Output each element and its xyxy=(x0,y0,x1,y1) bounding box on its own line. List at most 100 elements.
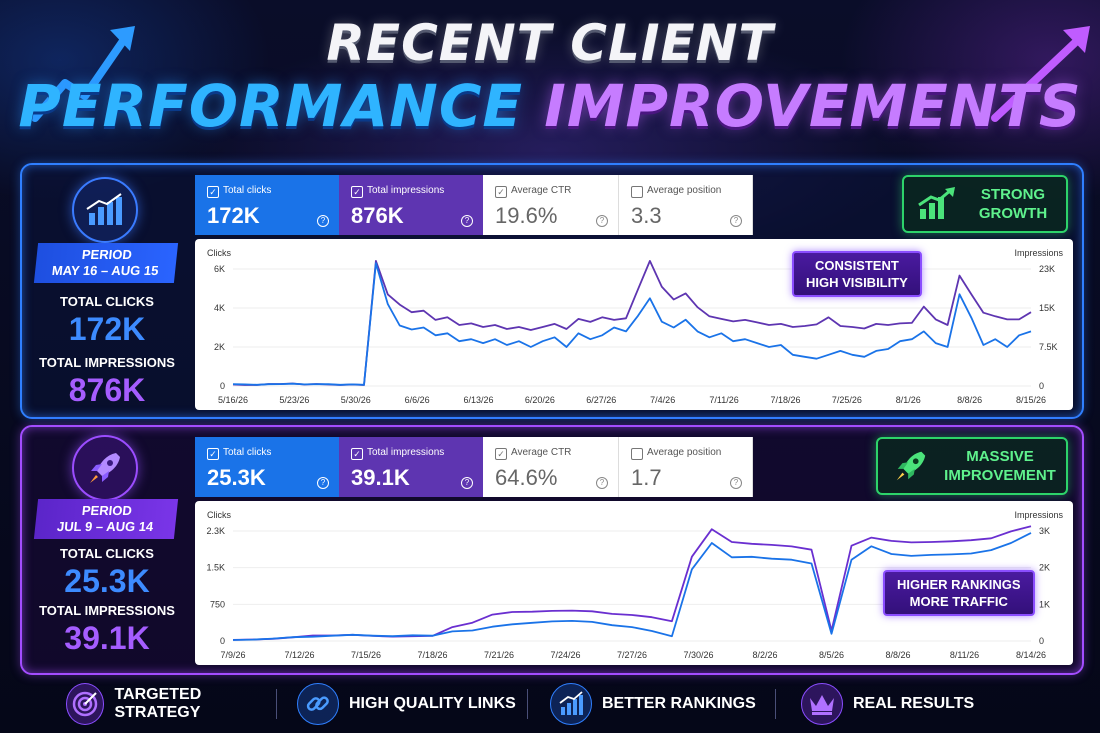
tab-average-position[interactable]: Average position 3.3 ? xyxy=(619,175,753,235)
tab-value: 172K xyxy=(207,203,260,228)
x-tick-label: 6/13/26 xyxy=(464,395,494,405)
tab-average-ctr[interactable]: ✓ Average CTR 19.6% ? xyxy=(483,175,619,235)
x-tick-label: 8/8/26 xyxy=(885,650,910,660)
x-tick-label: 7/18/26 xyxy=(417,650,447,660)
series-line-total-clicks xyxy=(232,532,1032,641)
y-right-tick: 0 xyxy=(1039,636,1044,646)
chart-panel-2: Clicks Impressions 0 0 750 1K 1.5K 2K 2.3K 3K 7/9/… xyxy=(195,501,1073,665)
period-box: PERIOD JUL 9 – AUG 14 xyxy=(33,499,179,539)
callout-line-1: HIGHER RANKINGS xyxy=(897,577,1021,592)
feature-label: BETTER RANKINGS xyxy=(602,695,756,712)
x-tick-label: 7/25/26 xyxy=(832,395,862,405)
tab-label: Average position xyxy=(647,185,722,196)
tab-total-impressions[interactable]: ✓ Total impressions 39.1K ? xyxy=(339,437,483,497)
rocket-icon xyxy=(72,435,138,501)
tab-total-impressions[interactable]: ✓ Total impressions 876K ? xyxy=(339,175,483,235)
y-left-tick: 1.5K xyxy=(206,563,225,573)
divider xyxy=(276,689,277,719)
tab-value: 19.6% xyxy=(495,203,558,228)
badge-text: STRONG GROWTH xyxy=(960,185,1066,223)
title-line-1: RECENT CLIENT xyxy=(326,14,774,72)
tab-average-ctr[interactable]: ✓ Average CTR 64.6% ? xyxy=(483,437,619,497)
x-tick-label: 5/16/26 xyxy=(218,395,248,405)
x-tick-label: 7/12/26 xyxy=(284,650,314,660)
checkbox-unchecked-icon xyxy=(631,448,643,460)
rankings-chart-icon xyxy=(550,683,592,725)
checkbox-checked-icon: ✓ xyxy=(351,448,363,460)
left-axis-title: Clicks xyxy=(207,510,231,520)
y-left-tick: 0 xyxy=(220,381,225,391)
growth-chart-icon xyxy=(914,181,960,227)
x-tick-label: 5/23/26 xyxy=(279,395,309,405)
tab-label: Average position xyxy=(647,447,722,458)
y-right-tick: 15K xyxy=(1039,303,1055,313)
callout-consistent-visibility: CONSISTENT HIGH VISIBILITY xyxy=(792,251,922,297)
tab-label: Total clicks xyxy=(223,185,272,196)
metric-tabs: ✓ Total clicks 25.3K ? ✓ Total impressio… xyxy=(195,437,753,497)
x-tick-label: 6/27/26 xyxy=(586,395,616,405)
help-icon[interactable]: ? xyxy=(317,215,329,227)
badge-text: MASSIVE IMPROVEMENT xyxy=(934,447,1066,485)
help-icon[interactable]: ? xyxy=(461,215,473,227)
y-right-tick: 3K xyxy=(1039,526,1050,536)
y-left-tick: 750 xyxy=(210,599,225,609)
tab-average-position[interactable]: Average position 1.7 ? xyxy=(619,437,753,497)
total-clicks-label: TOTAL CLICKS xyxy=(60,294,154,309)
y-left-tick: 2.3K xyxy=(206,526,225,536)
tab-label: Average CTR xyxy=(511,185,572,196)
y-right-tick: 0 xyxy=(1039,381,1044,391)
total-impressions-value: 39.1K xyxy=(64,620,150,656)
line-chart-1: Clicks Impressions 0 0 2K 7.5K 4K 15K 6K 23K 5/16/… xyxy=(207,248,1064,405)
x-tick-label: 7/30/26 xyxy=(683,650,713,660)
total-impressions-label: TOTAL IMPRESSIONS xyxy=(39,355,175,370)
total-clicks-value: 172K xyxy=(68,311,146,347)
rocket-icon xyxy=(888,443,934,489)
panel-2-summary: PERIOD JUL 9 – AUG 14 TOTAL CLICKS 25.3K… xyxy=(22,427,192,673)
total-impressions-value: 876K xyxy=(68,372,146,408)
footer-features: TARGETED STRATEGY HIGH QUALITY LINKS BET… xyxy=(0,680,1100,728)
feature-better-rankings: BETTER RANKINGS xyxy=(550,680,775,728)
panel-client-1: PERIOD MAY 16 – AUG 15 TOTAL CLICKS 172K… xyxy=(20,163,1084,419)
help-icon[interactable]: ? xyxy=(461,477,473,489)
tab-label: Total impressions xyxy=(367,185,445,196)
help-icon[interactable]: ? xyxy=(730,215,742,227)
checkbox-checked-icon: ✓ xyxy=(495,186,507,198)
tab-total-clicks[interactable]: ✓ Total clicks 172K ? xyxy=(195,175,339,235)
panel-1-summary: PERIOD MAY 16 – AUG 15 TOTAL CLICKS 172K… xyxy=(22,165,192,417)
tab-total-clicks[interactable]: ✓ Total clicks 25.3K ? xyxy=(195,437,339,497)
tab-value: 39.1K xyxy=(351,465,410,490)
tab-label: Total impressions xyxy=(367,447,445,458)
feature-high-quality-links: HIGH QUALITY LINKS xyxy=(297,680,527,728)
target-icon xyxy=(66,683,105,725)
x-tick-label: 7/15/26 xyxy=(351,650,381,660)
period-dates: MAY 16 – AUG 15 xyxy=(51,263,160,278)
y-right-tick: 23K xyxy=(1039,264,1055,274)
right-axis-title: Impressions xyxy=(1014,248,1063,258)
total-clicks-value: 25.3K xyxy=(64,563,150,599)
help-icon[interactable]: ? xyxy=(317,477,329,489)
y-right-tick: 2K xyxy=(1039,563,1050,573)
tab-value: 3.3 xyxy=(631,203,662,228)
strong-growth-badge: STRONG GROWTH xyxy=(902,175,1068,233)
help-icon[interactable]: ? xyxy=(730,477,742,489)
y-right-tick: 7.5K xyxy=(1039,342,1058,352)
total-clicks-label: TOTAL CLICKS xyxy=(60,546,154,561)
y-left-tick: 0 xyxy=(220,636,225,646)
x-tick-label: 8/5/26 xyxy=(819,650,844,660)
x-tick-label: 7/9/26 xyxy=(220,650,245,660)
x-tick-label: 8/14/26 xyxy=(1016,650,1046,660)
help-icon[interactable]: ? xyxy=(596,477,608,489)
line-chart-2: Clicks Impressions 0 0 750 1K 1.5K 2K 2.3K 3K 7/9/… xyxy=(206,510,1063,660)
period-dates: JUL 9 – AUG 14 xyxy=(56,519,155,534)
x-tick-label: 6/6/26 xyxy=(405,395,430,405)
tab-value: 1.7 xyxy=(631,465,662,490)
callout-line-2: HIGH VISIBILITY xyxy=(806,275,908,290)
tab-value: 876K xyxy=(351,203,404,228)
x-tick-label: 8/2/26 xyxy=(752,650,777,660)
y-left-tick: 2K xyxy=(214,342,225,352)
checkbox-unchecked-icon xyxy=(631,186,643,198)
massive-improvement-badge: MASSIVE IMPROVEMENT xyxy=(876,437,1068,495)
help-icon[interactable]: ? xyxy=(596,215,608,227)
y-right-tick: 1K xyxy=(1039,599,1050,609)
y-left-tick: 4K xyxy=(214,303,225,313)
